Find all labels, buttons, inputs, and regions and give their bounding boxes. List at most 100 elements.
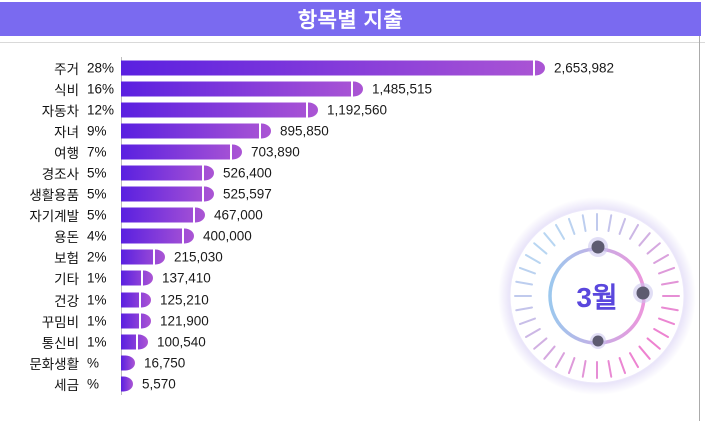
percent-label: % bbox=[87, 355, 100, 371]
value-label: 121,900 bbox=[160, 313, 209, 329]
chart-row: 건강 1% 125,210 bbox=[0, 289, 705, 310]
dial-knob-top bbox=[588, 237, 608, 257]
value-label: 467,000 bbox=[214, 207, 263, 223]
percent-label: 1% bbox=[87, 334, 107, 350]
bar-cap-separator bbox=[306, 102, 308, 118]
chart-row: 여행 7% 703,890 bbox=[0, 141, 705, 162]
bar bbox=[121, 81, 363, 97]
category-label: 자기계발 bbox=[29, 209, 79, 225]
category-label: 여행 bbox=[54, 145, 79, 161]
category-label: 용돈 bbox=[54, 230, 79, 246]
bar bbox=[121, 60, 545, 76]
bar bbox=[121, 376, 133, 392]
bar bbox=[121, 144, 242, 160]
value-label: 895,850 bbox=[280, 123, 329, 139]
bar-cap-separator bbox=[153, 249, 155, 265]
bar-cap-separator bbox=[182, 228, 184, 244]
percent-label: 1% bbox=[87, 292, 107, 308]
percent-label: 1% bbox=[87, 313, 107, 329]
value-label: 1,192,560 bbox=[327, 102, 388, 118]
header-band: 항목별 지출 bbox=[0, 2, 701, 36]
chart-row: 자기계발 5% 467,000 bbox=[0, 205, 705, 226]
bar bbox=[121, 313, 151, 329]
category-label: 꾸밈비 bbox=[41, 314, 79, 330]
category-label: 건강 bbox=[54, 293, 79, 309]
dial-knob-bottom bbox=[590, 333, 606, 349]
category-label: 자동차 bbox=[41, 103, 79, 119]
bar bbox=[121, 249, 165, 265]
bar bbox=[121, 270, 153, 286]
bar bbox=[121, 228, 194, 244]
percent-label: 4% bbox=[87, 228, 107, 244]
bar-cap-separator bbox=[533, 60, 535, 76]
chart-row: 식비 16% 1,485,515 bbox=[0, 78, 705, 99]
percent-label: 12% bbox=[87, 102, 115, 118]
percent-label: 5% bbox=[87, 207, 107, 223]
bar-cap-separator bbox=[136, 334, 138, 350]
value-label: 100,540 bbox=[157, 334, 206, 350]
chart-axis-line bbox=[121, 57, 122, 395]
chart-row: 꾸밈비 1% 121,900 bbox=[0, 310, 705, 331]
bar bbox=[121, 102, 318, 118]
category-label: 세금 bbox=[54, 377, 79, 393]
month-label: 3월 bbox=[576, 282, 618, 313]
chart-row: 자동차 12% 1,192,560 bbox=[0, 99, 705, 120]
chart-row: 통신비 1% 100,540 bbox=[0, 331, 705, 352]
value-label: 2,653,982 bbox=[554, 60, 615, 76]
bar bbox=[121, 355, 135, 371]
category-label: 식비 bbox=[54, 82, 79, 98]
bar bbox=[121, 186, 214, 202]
bar bbox=[121, 165, 214, 181]
value-label: 400,000 bbox=[203, 228, 252, 244]
value-label: 703,890 bbox=[251, 144, 300, 160]
chart-row: 기타 1% 137,410 bbox=[0, 268, 705, 289]
dial-ticks bbox=[514, 213, 680, 379]
bar-cap-separator bbox=[139, 292, 141, 308]
bar-chart: 주거 28% 2,653,982 식비 16% 1,485,515 자동차 12% 1,192,… bbox=[0, 57, 705, 395]
chart-row: 자녀 9% 895,850 bbox=[0, 120, 705, 141]
vertical-separator bbox=[699, 36, 700, 421]
value-label: 137,410 bbox=[162, 270, 211, 286]
bar-cap-separator bbox=[259, 123, 261, 139]
percent-label: 9% bbox=[87, 123, 107, 139]
percent-label: 16% bbox=[87, 81, 115, 97]
value-label: 1,485,515 bbox=[372, 81, 433, 97]
chart-row: 세금% 5,570 bbox=[0, 373, 705, 394]
category-label: 자녀 bbox=[54, 124, 79, 140]
chart-row: 주거 28% 2,653,982 bbox=[0, 57, 705, 78]
percent-label: 5% bbox=[87, 186, 107, 202]
bar-cap-separator bbox=[141, 270, 143, 286]
value-label: 5,570 bbox=[142, 376, 176, 392]
percent-label: 1% bbox=[87, 270, 107, 286]
chart-row: 보험 2% 215,030 bbox=[0, 247, 705, 268]
month-dial-graphic bbox=[498, 197, 696, 395]
category-label: 경조사 bbox=[41, 167, 79, 183]
bar-cap-separator bbox=[202, 165, 204, 181]
bar bbox=[121, 207, 205, 223]
percent-label: 5% bbox=[87, 165, 107, 181]
category-label: 생활용품 bbox=[29, 188, 79, 204]
chart-row: 용돈 4% 400,000 bbox=[0, 226, 705, 247]
category-label: 주거 bbox=[54, 61, 79, 77]
value-label: 526,400 bbox=[223, 165, 272, 181]
horizontal-separator bbox=[0, 42, 705, 43]
chart-row: 생활용품 5% 525,597 bbox=[0, 184, 705, 205]
page-title: 항목별 지출 bbox=[297, 9, 404, 32]
value-label: 525,597 bbox=[223, 186, 272, 202]
dial-knob-right bbox=[633, 283, 653, 303]
category-label: 기타 bbox=[54, 272, 79, 288]
category-label: 문화생활 bbox=[29, 356, 79, 372]
category-label: 보험 bbox=[54, 251, 79, 267]
value-label: 215,030 bbox=[174, 249, 223, 265]
percent-label: 28% bbox=[87, 60, 115, 76]
bar bbox=[121, 123, 271, 139]
chart-row: 경조사 5% 526,400 bbox=[0, 162, 705, 183]
bar-cap-separator bbox=[202, 186, 204, 202]
bar-cap-separator bbox=[351, 81, 353, 97]
percent-label: 2% bbox=[87, 249, 107, 265]
bar-cap-separator bbox=[193, 207, 195, 223]
category-label: 통신비 bbox=[41, 335, 79, 351]
bar-cap-separator bbox=[230, 144, 232, 160]
bar bbox=[121, 292, 151, 308]
bar-cap-separator bbox=[139, 313, 141, 329]
